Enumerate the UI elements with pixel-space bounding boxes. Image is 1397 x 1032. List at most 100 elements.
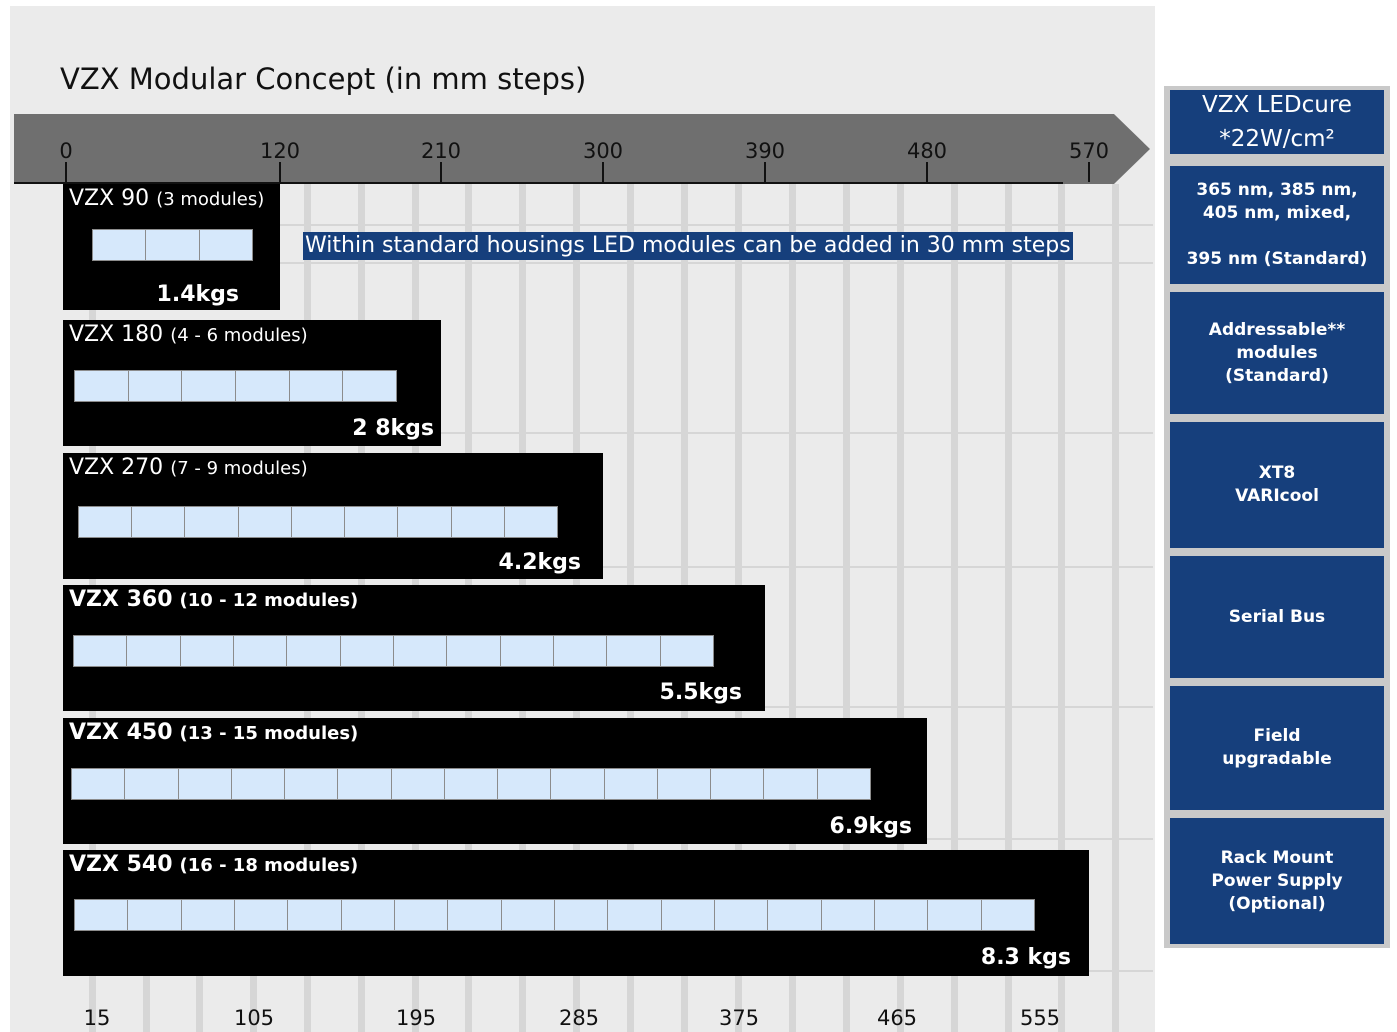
led-module (291, 507, 345, 537)
led-module (340, 636, 393, 666)
led-module (498, 769, 551, 799)
led-module (764, 769, 817, 799)
grid-line (196, 970, 203, 1032)
grid-line (1088, 970, 1153, 972)
bottom-scale-label: 15 (83, 1006, 111, 1030)
bottom-scale-label: 375 (718, 1006, 760, 1030)
module-row (92, 229, 253, 261)
bottom-scale-label: 555 (1019, 1006, 1061, 1030)
unit-title: VZX 360 (10 - 12 modules) (69, 587, 359, 612)
led-module (604, 769, 657, 799)
led-module (233, 636, 287, 666)
module-row (71, 768, 871, 800)
led-module (231, 769, 285, 799)
unit-weight: 6.9kgs (829, 814, 912, 839)
led-module (768, 900, 821, 930)
ruler-label: 120 (259, 139, 301, 163)
grid-line (925, 838, 1153, 840)
led-module (128, 371, 182, 401)
bottom-scale-label: 105 (233, 1006, 275, 1030)
ruler-label: 210 (420, 139, 462, 163)
unit-weight: 1.4kgs (156, 282, 239, 307)
grid-line (1005, 184, 1012, 1032)
unit-bar-vzx-540: VZX 540 (16 - 18 modules) 8.3 kgs (63, 850, 1089, 976)
unit-title: VZX 270 (7 - 9 modules) (69, 455, 308, 480)
grid-line (1058, 184, 1065, 1032)
led-module (72, 769, 125, 799)
ruler-label: 570 (1068, 139, 1110, 163)
unit-bar-vzx-180: VZX 180 (4 - 6 modules) 2 8kgs (63, 320, 441, 446)
feature-field-upgradable: Field upgradable (1170, 686, 1384, 810)
led-module (79, 507, 132, 537)
unit-weight: 5.5kgs (659, 680, 742, 705)
unit-bar-vzx-270: VZX 270 (7 - 9 modules) 4.2kgs (63, 453, 603, 579)
step-note: Within standard housings LED modules can… (303, 232, 1073, 260)
ruler-tick (1088, 162, 1090, 182)
grid-line (843, 184, 850, 1032)
led-module (178, 769, 231, 799)
led-module (817, 769, 870, 799)
led-module (448, 900, 501, 930)
unit-title: VZX 90 (3 modules) (69, 186, 265, 211)
led-module (182, 371, 236, 401)
led-module (444, 769, 498, 799)
module-row (73, 635, 714, 667)
led-module (236, 371, 289, 401)
led-module (345, 507, 398, 537)
led-module (341, 900, 394, 930)
feature-power-supply: Rack Mount Power Supply (Optional) (1170, 818, 1384, 944)
unit-weight: 8.3 kgs (980, 945, 1071, 970)
led-module (928, 900, 981, 930)
led-module (180, 636, 233, 666)
led-module (657, 769, 711, 799)
led-module (287, 636, 340, 666)
module-row (78, 506, 558, 538)
ruler-tick (764, 162, 766, 182)
led-module (343, 371, 397, 401)
led-module (93, 230, 146, 260)
module-row (74, 899, 1035, 931)
led-module (553, 636, 607, 666)
led-module (451, 507, 504, 537)
unit-weight: 2 8kgs (352, 416, 434, 441)
led-module (607, 636, 660, 666)
led-module (821, 900, 874, 930)
feature-cooling: XT8 VARIcool (1170, 422, 1384, 548)
feature-addressable-modules: Addressable** modules (Standard) (1170, 292, 1384, 414)
unit-title: VZX 450 (13 - 15 modules) (69, 720, 359, 745)
grid-line (765, 706, 1153, 708)
unit-title: VZX 540 (16 - 18 modules) (69, 852, 359, 877)
led-module (711, 769, 764, 799)
module-row (74, 370, 397, 402)
led-module (661, 900, 714, 930)
grid-line (143, 970, 150, 1032)
led-module (501, 900, 554, 930)
led-module (132, 507, 185, 537)
led-module (128, 900, 181, 930)
led-module (391, 769, 444, 799)
led-module (234, 900, 288, 930)
grid-line (600, 566, 1153, 568)
led-module (127, 636, 180, 666)
ruler-label: 390 (744, 139, 786, 163)
ruler-label: 480 (906, 139, 948, 163)
unit-bar-vzx-450: VZX 450 (13 - 15 modules) 6.9kgs (63, 718, 927, 844)
grid-line (1112, 184, 1119, 1032)
unit-weight: 4.2kgs (498, 550, 581, 575)
led-module (285, 769, 338, 799)
grid-line (897, 184, 904, 1032)
led-module (551, 769, 604, 799)
ruler-arrow (14, 114, 1150, 184)
ruler-label: 0 (59, 139, 73, 163)
grid-line (280, 262, 1153, 264)
led-module (504, 507, 557, 537)
led-module (393, 636, 447, 666)
led-module (146, 230, 199, 260)
led-module (125, 769, 178, 799)
unit-bar-vzx-360: VZX 360 (10 - 12 modules) 5.5kgs (63, 585, 765, 711)
sidebar-heading: VZX LEDcure *22W/cm² (1170, 90, 1384, 154)
ruler-tick (65, 162, 67, 182)
ruler-label: 300 (582, 139, 624, 163)
led-module (660, 636, 713, 666)
led-module (981, 900, 1034, 930)
